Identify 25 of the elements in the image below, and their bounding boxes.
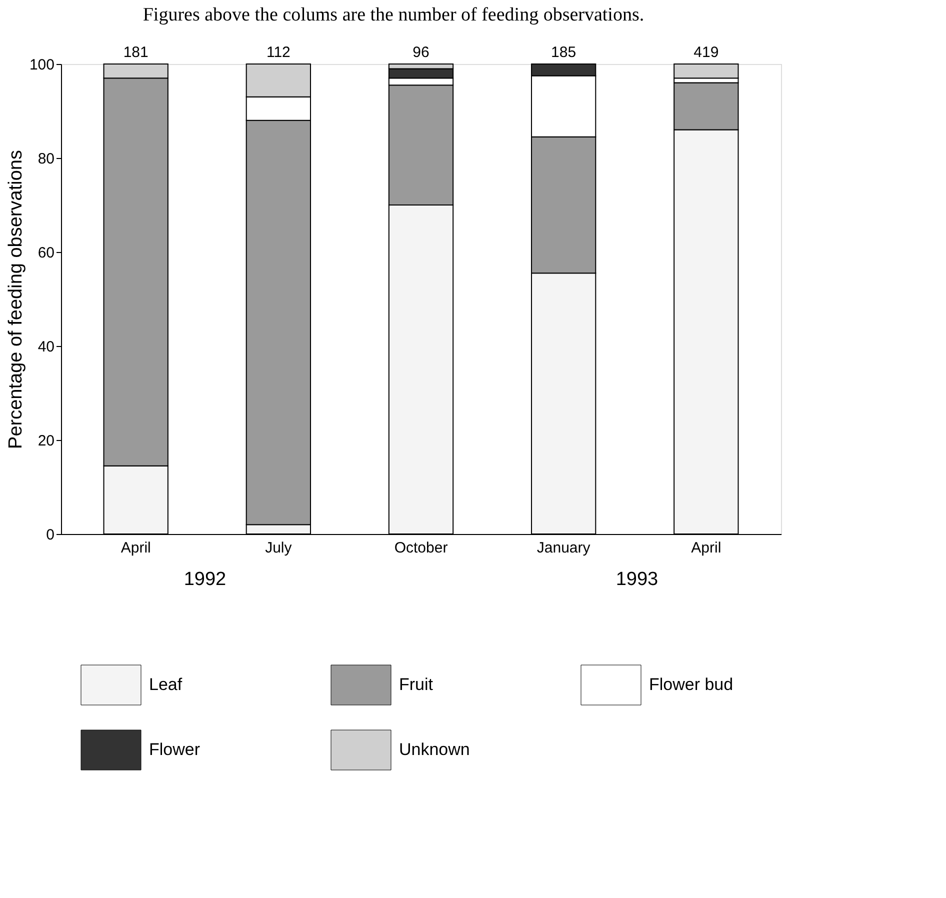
text: 181 [123, 44, 148, 61]
text: 419 [694, 44, 719, 61]
x-tick-label: April [120, 540, 151, 556]
legend-label: Flower [149, 740, 200, 759]
y-tick-label: 60 [38, 244, 54, 262]
x-tick-label: April [691, 540, 722, 556]
legend-label: Unknown [399, 740, 470, 759]
text: 1993 [616, 569, 658, 590]
x-tick-label: July [265, 540, 292, 556]
text: 1992 [184, 569, 226, 590]
x-tick-label: October [394, 540, 448, 556]
text: 112 [266, 44, 290, 61]
y-tick-label: 40 [38, 338, 54, 356]
y-tick-label: 80 [38, 150, 54, 168]
legend-label: Fruit [399, 675, 434, 694]
y-tick-label: 100 [29, 56, 54, 74]
legend-label: Flower bud [649, 675, 734, 694]
legend-label: Leaf [149, 675, 182, 694]
chart-title: Figures above the colums are the number of feeding observations. [142, 4, 644, 26]
text: 185 [551, 44, 576, 61]
y-tick-label: 0 [46, 526, 54, 544]
y-axis-title: Percentage of feeding observations [5, 150, 26, 449]
text: 96 [412, 44, 430, 61]
x-tick-label: January [536, 540, 591, 556]
y-tick-label: 20 [38, 432, 54, 450]
